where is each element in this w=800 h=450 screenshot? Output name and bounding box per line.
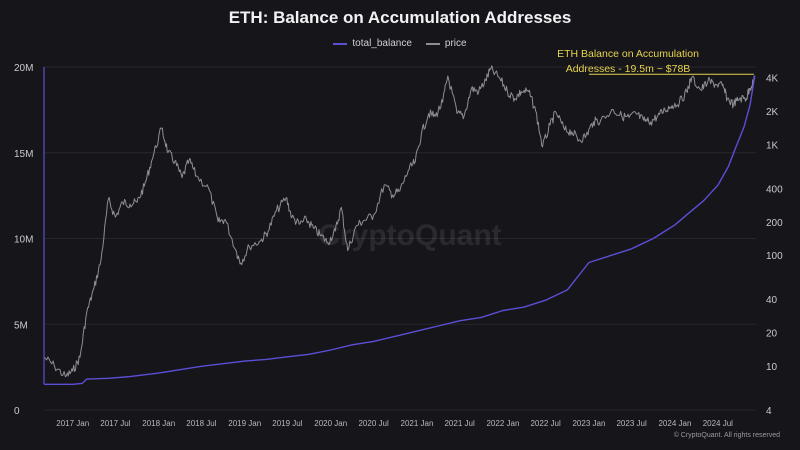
y-right-tick-label: 200	[766, 218, 783, 229]
x-tick-label: 2019 Jan	[228, 419, 261, 428]
y-right-tick-label: 10	[766, 362, 778, 373]
x-tick-label: 2024 Jul	[703, 419, 733, 428]
y-right-tick-label: 1K	[766, 140, 779, 151]
legend-label-price: price	[444, 38, 467, 49]
y-right-tick-label: 20	[766, 329, 778, 340]
x-tick-label: 2020 Jul	[358, 419, 388, 428]
legend-item-total-balance[interactable]: total_balance	[333, 38, 412, 49]
annotation-text-line: Addresses - 19.5m ~ $78B	[566, 63, 691, 75]
legend-item-price[interactable]: price	[425, 38, 467, 49]
y-right-tick-label: 4K	[766, 74, 779, 85]
y-right-tick-label: 100	[766, 251, 783, 262]
x-tick-label: 2024 Jan	[658, 419, 691, 428]
y-left-tick-label: 10M	[14, 235, 33, 246]
legend: total_balance price	[0, 38, 800, 49]
x-tick-label: 2021 Jul	[444, 419, 474, 428]
x-tick-label: 2017 Jul	[100, 419, 130, 428]
x-tick-label: 2018 Jan	[142, 419, 175, 428]
y-left-tick-label: 5M	[14, 320, 28, 331]
x-tick-label: 2017 Jan	[56, 419, 89, 428]
y-right-tick-label: 40	[766, 295, 778, 306]
x-tick-label: 2020 Jan	[314, 419, 347, 428]
footer-credit: © CryptoQuant. All rights reserved	[673, 432, 780, 439]
legend-swatch-price	[425, 42, 440, 45]
y-left-tick-label: 20M	[14, 63, 33, 74]
chart-title: ETH: Balance on Accumulation Addresses	[228, 8, 572, 27]
x-tick-label: 2022 Jul	[530, 419, 560, 428]
x-tick-label: 2019 Jul	[272, 419, 302, 428]
y-left-tick-label: 0	[14, 406, 20, 417]
annotation-text-line: ETH Balance on Accumulation	[557, 48, 699, 60]
y-right-tick-label: 2K	[766, 107, 779, 118]
x-tick-label: 2022 Jan	[486, 419, 519, 428]
x-tick-label: 2023 Jan	[572, 419, 605, 428]
watermark: CryptoQuant	[318, 219, 501, 252]
total-balance-line	[44, 75, 756, 385]
y-left-tick-label: 15M	[14, 149, 33, 160]
x-tick-label: 2021 Jan	[401, 419, 434, 428]
x-tick-label: 2023 Jul	[616, 419, 646, 428]
y-right-tick-label: 4	[766, 406, 772, 417]
y-right-tick-label: 400	[766, 184, 783, 195]
price-line	[43, 65, 756, 378]
legend-swatch-total-balance	[333, 42, 348, 45]
legend-label-total-balance: total_balance	[352, 38, 412, 49]
x-tick-label: 2018 Jul	[186, 419, 216, 428]
